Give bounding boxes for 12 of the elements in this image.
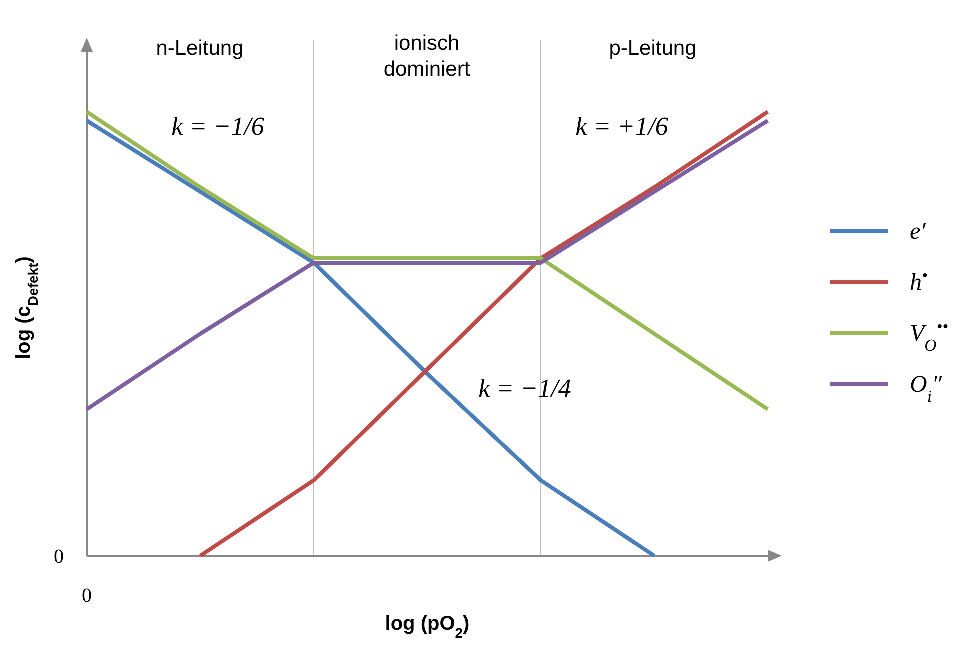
text: n-Leitung (156, 37, 244, 60)
text: p-Leitung (609, 37, 697, 60)
text: 0 (54, 546, 64, 568)
annotation: k = −1/4 (478, 374, 572, 403)
annotation: k = +1/6 (576, 112, 668, 141)
text: ionisch dominiert (384, 32, 470, 81)
text: 0 (82, 585, 92, 607)
legend-label: h$^{•}$ (910, 266, 928, 296)
x-axis-title: log (pO$_{2}$) (385, 613, 470, 641)
annotation: k = −1/6 (172, 112, 264, 141)
legend-label: O$_{i}$″ (910, 372, 944, 406)
legend-label: e′ (910, 219, 927, 245)
